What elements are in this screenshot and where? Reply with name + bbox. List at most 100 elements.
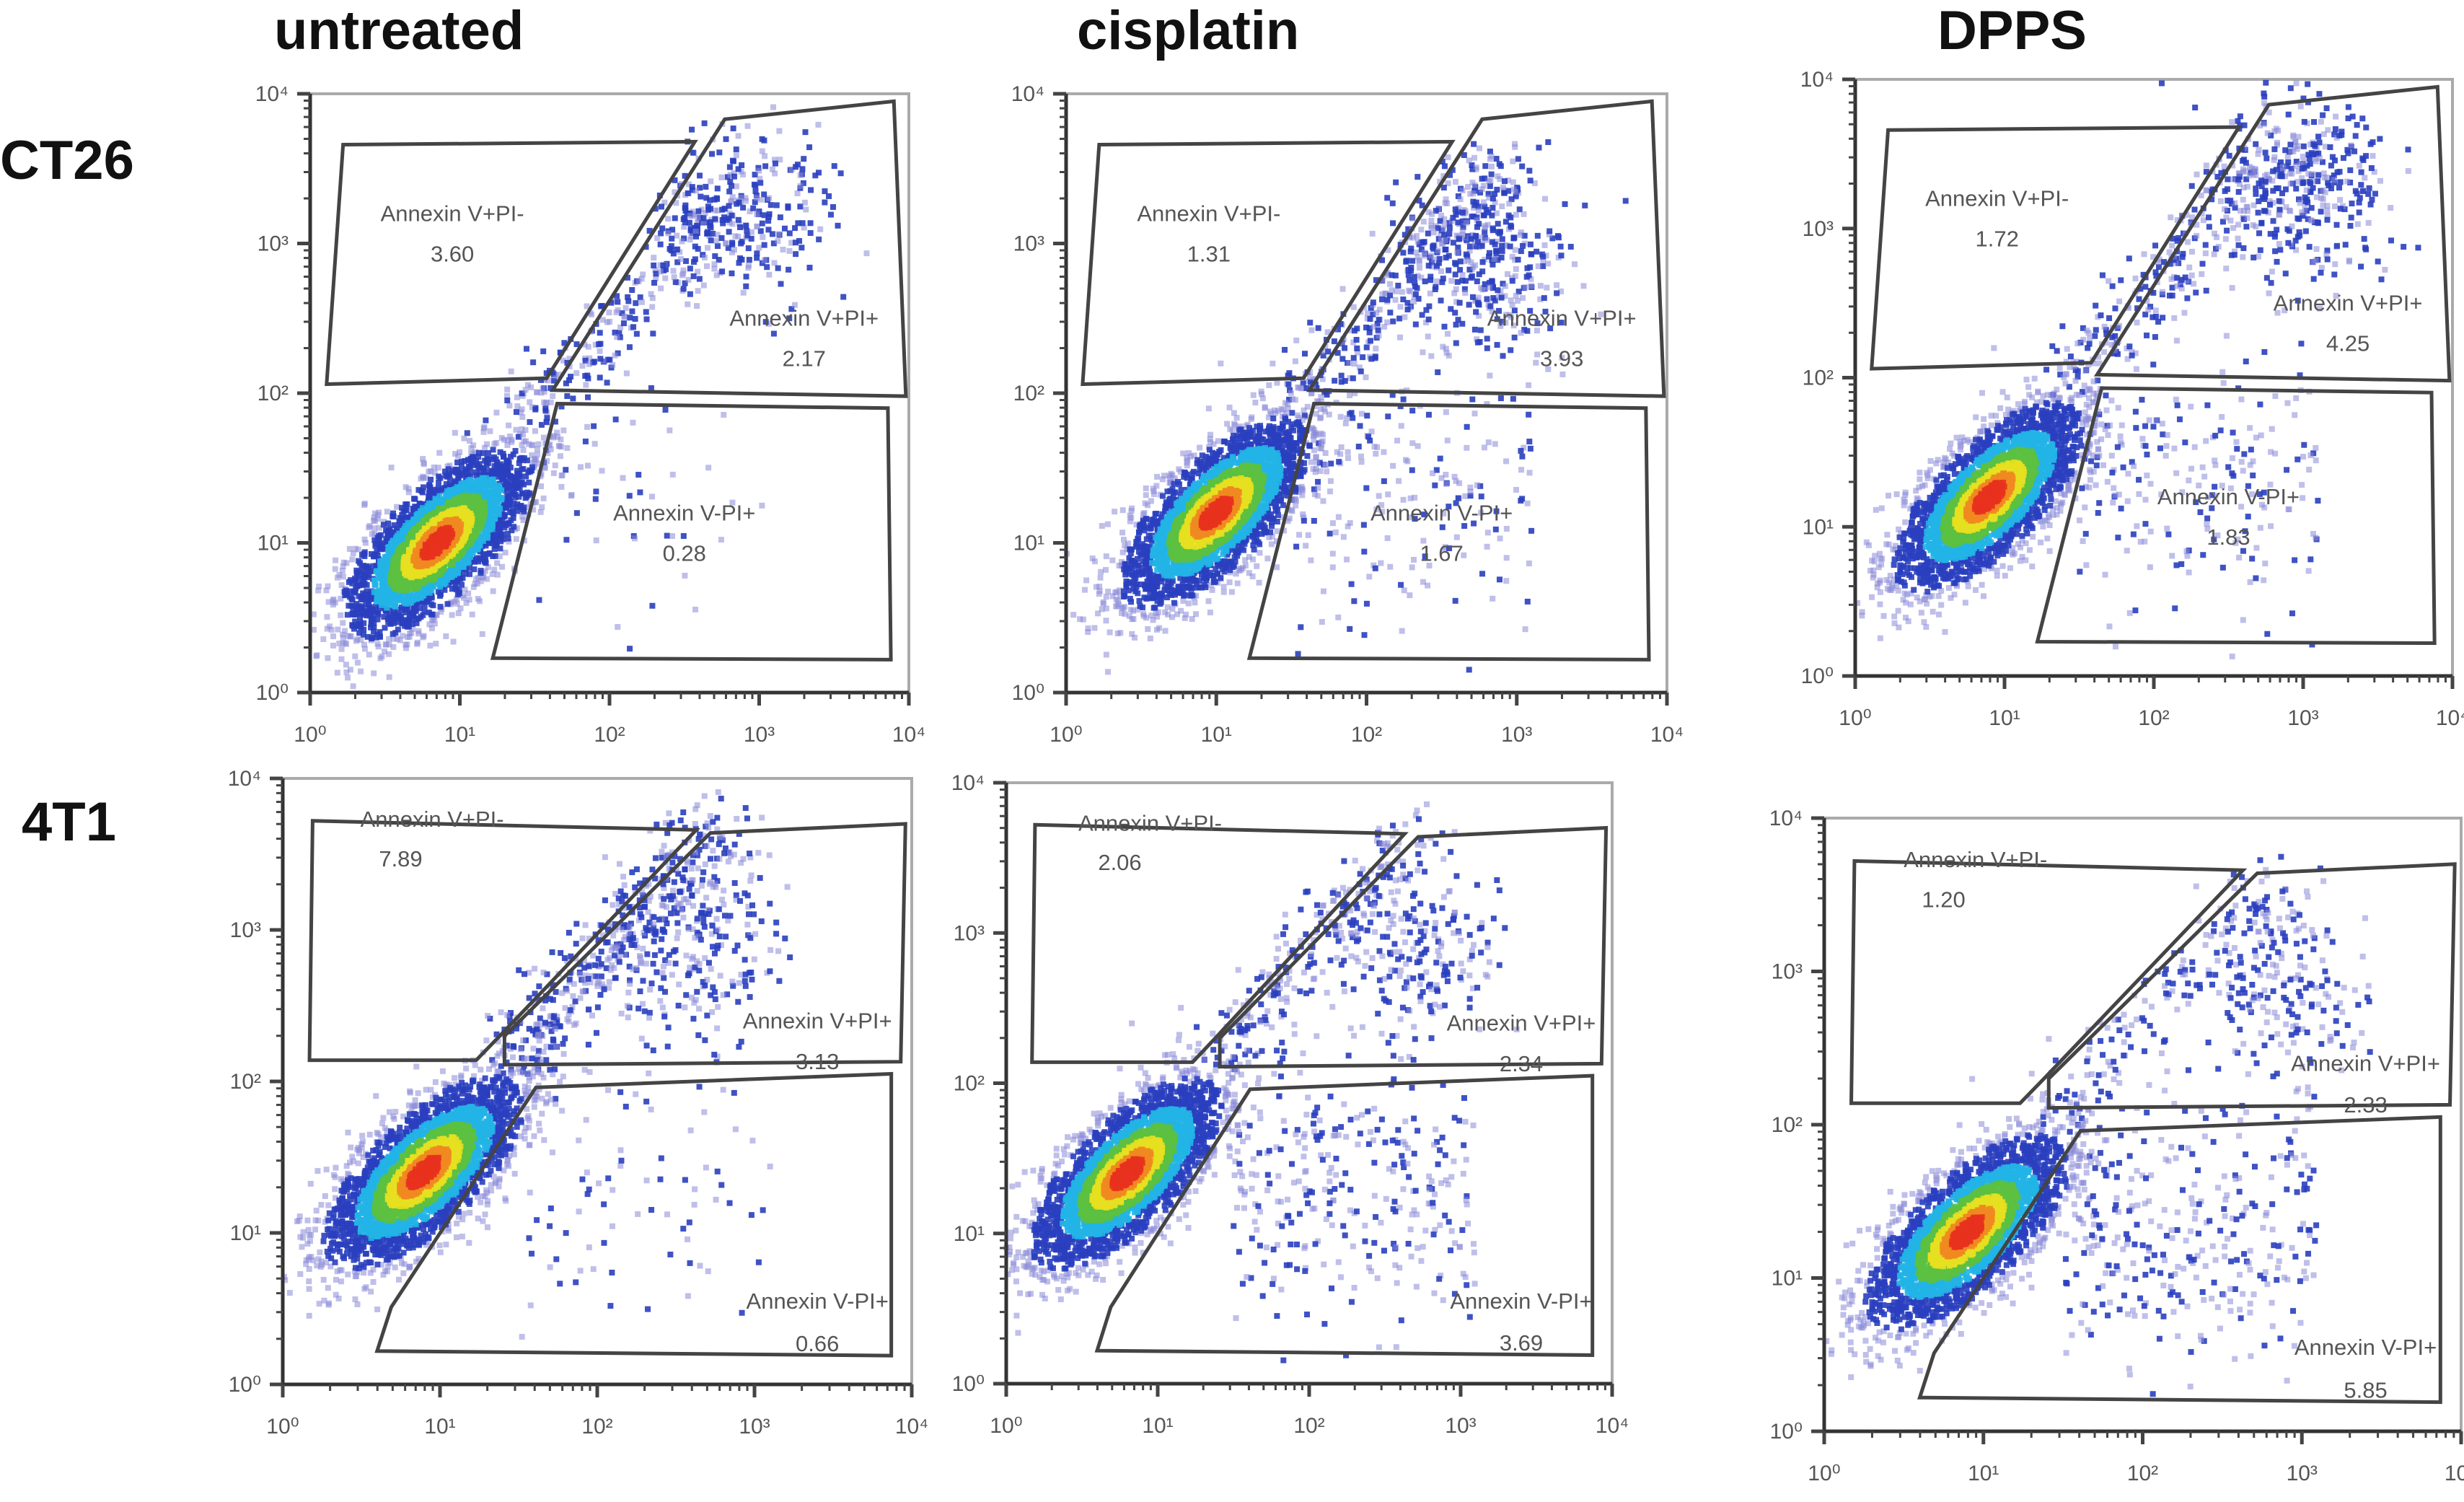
- event-point: [1406, 272, 1412, 278]
- event-point: [443, 633, 449, 639]
- event-point: [475, 596, 481, 602]
- event-point: [1148, 498, 1154, 504]
- event-point: [775, 265, 781, 271]
- event-point: [826, 193, 832, 199]
- event-point: [1526, 439, 1532, 444]
- event-point: [1262, 405, 1268, 411]
- event-point: [585, 395, 591, 400]
- event-point: [524, 490, 530, 496]
- event-point: [519, 442, 525, 448]
- event-point: [734, 183, 739, 189]
- y-tick-label: 10²: [258, 382, 289, 405]
- event-point: [726, 229, 732, 234]
- event-point: [1473, 309, 1479, 315]
- event-point: [1287, 516, 1293, 522]
- event-point: [671, 268, 677, 273]
- event-point: [832, 163, 837, 169]
- event-point: [1092, 558, 1098, 564]
- event-point: [1462, 290, 1468, 296]
- event-point: [1541, 295, 1547, 301]
- event-point: [1266, 382, 1272, 388]
- event-point: [1512, 335, 1518, 341]
- event-point: [1420, 312, 1425, 318]
- event-point: [1359, 411, 1365, 417]
- event-point: [1479, 493, 1484, 499]
- event-point: [1249, 416, 1254, 422]
- event-point: [404, 501, 410, 507]
- event-point: [420, 490, 426, 496]
- event-point: [1098, 569, 1104, 575]
- event-point: [482, 445, 488, 451]
- event-point: [1445, 331, 1451, 337]
- event-point: [1433, 286, 1438, 292]
- event-point: [368, 605, 374, 610]
- event-point: [669, 243, 674, 249]
- event-point: [745, 123, 751, 129]
- event-point: [1251, 392, 1257, 398]
- event-point: [798, 172, 804, 178]
- event-point: [705, 465, 711, 470]
- event-point: [770, 231, 775, 237]
- event-point: [593, 496, 599, 502]
- event-point: [480, 429, 486, 435]
- event-point: [404, 507, 410, 513]
- event-point: [1385, 491, 1391, 497]
- event-point: [1420, 579, 1426, 585]
- event-point: [665, 230, 671, 236]
- event-point: [1466, 667, 1472, 672]
- event-point: [455, 453, 461, 459]
- event-point: [672, 215, 678, 221]
- event-point: [1510, 180, 1516, 185]
- event-point: [670, 472, 676, 478]
- event-point: [1311, 518, 1317, 524]
- event-point: [786, 267, 791, 273]
- event-point: [709, 151, 715, 157]
- event-point: [1224, 421, 1230, 426]
- event-point: [574, 510, 580, 516]
- event-point: [550, 393, 555, 399]
- event-point: [1556, 234, 1562, 240]
- event-point: [1562, 201, 1568, 207]
- event-point: [1347, 360, 1352, 366]
- event-point: [1101, 600, 1106, 605]
- event-point: [1499, 295, 1505, 301]
- event-point: [1519, 454, 1525, 460]
- event-point: [1489, 172, 1495, 177]
- event-point: [1484, 544, 1490, 550]
- event-point: [723, 241, 729, 247]
- event-point: [606, 309, 612, 315]
- gate-early[interactable]: [327, 141, 695, 384]
- event-point: [1105, 669, 1111, 675]
- event-point: [1415, 443, 1421, 449]
- y-tick-label: 10⁰: [256, 681, 289, 705]
- event-point: [746, 263, 752, 268]
- event-point: [1350, 375, 1356, 381]
- event-point: [766, 272, 772, 278]
- event-point: [597, 374, 603, 380]
- event-point: [752, 188, 758, 194]
- event-point: [539, 504, 545, 510]
- event-point: [1221, 589, 1227, 595]
- event-point: [723, 136, 729, 142]
- event-point: [651, 280, 657, 286]
- event-point: [1533, 360, 1539, 366]
- event-point: [461, 436, 467, 442]
- event-point: [1351, 598, 1357, 604]
- event-point: [1429, 225, 1435, 231]
- event-point: [1486, 254, 1492, 260]
- event-point: [672, 274, 677, 280]
- event-point: [1296, 385, 1302, 391]
- event-point: [570, 395, 576, 401]
- event-point: [563, 467, 568, 473]
- event-point: [1489, 164, 1495, 170]
- event-point: [1447, 225, 1453, 231]
- event-point: [812, 172, 818, 178]
- event-point: [650, 330, 656, 336]
- event-point: [658, 242, 664, 247]
- event-point: [1500, 248, 1505, 254]
- event-point: [1558, 252, 1564, 258]
- event-point: [1510, 159, 1515, 164]
- event-point: [1426, 263, 1432, 268]
- event-point: [801, 156, 806, 162]
- event-point: [1119, 530, 1125, 535]
